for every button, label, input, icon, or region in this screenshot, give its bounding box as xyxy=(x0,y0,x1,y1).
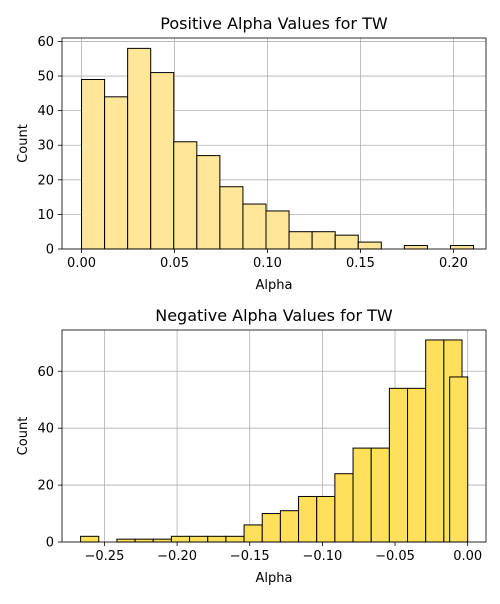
y-tick-label: 50 xyxy=(37,70,54,85)
histogram-bar xyxy=(334,473,354,543)
histogram-bars xyxy=(80,339,469,543)
x-tick-label: 0.15 xyxy=(346,256,375,271)
axes-frame xyxy=(61,37,487,250)
histogram-bar xyxy=(352,447,372,543)
histogram-bar xyxy=(403,245,428,250)
y-tick-label: 40 xyxy=(37,104,54,119)
y-tick-label: 60 xyxy=(37,35,54,50)
histogram-bar xyxy=(196,155,221,250)
histogram-bar xyxy=(219,186,244,250)
histogram-bar xyxy=(104,96,129,250)
x-tick-label: 0.10 xyxy=(253,256,282,271)
y-tick-label: 20 xyxy=(37,479,54,494)
histogram-bar xyxy=(225,535,245,543)
histogram-bar xyxy=(152,538,172,543)
x-tick-label: −0.20 xyxy=(157,549,197,564)
y-axis-label: Count xyxy=(16,417,31,456)
histogram-bar xyxy=(316,495,336,543)
histogram-bar xyxy=(334,234,359,250)
histogram-bar xyxy=(265,210,290,250)
chart-panel-1: 0.00 0.05 0.10 0.15 0.20 0 10 20 30 40 50 60 Positiv… xyxy=(16,14,487,293)
x-axis-label: Alpha xyxy=(256,278,293,293)
histogram-bar xyxy=(173,141,198,250)
histogram-bar xyxy=(279,510,300,543)
x-tick-label: −0.10 xyxy=(302,549,342,564)
x-tick-label: 0.00 xyxy=(453,549,482,564)
x-tick-label: 0.20 xyxy=(439,256,468,271)
histogram-bar xyxy=(388,387,409,543)
histogram-bar xyxy=(242,203,267,250)
x-axis-label: Alpha xyxy=(256,571,293,586)
histogram-bar xyxy=(407,387,427,543)
x-tick-label: 0.00 xyxy=(67,256,96,271)
axes-frame xyxy=(61,329,487,543)
histogram-bar xyxy=(261,513,281,543)
histogram-bar xyxy=(243,524,263,543)
y-tick-label: 0 xyxy=(46,243,54,258)
y-tick-label: 20 xyxy=(37,173,54,188)
histogram-bar xyxy=(189,535,209,543)
histogram-bar xyxy=(357,241,382,250)
y-tick-label: 60 xyxy=(37,365,54,380)
histogram-bar xyxy=(207,535,227,543)
histogram-bar xyxy=(449,245,475,250)
y-axis-label: Count xyxy=(16,124,31,163)
histogram-bar xyxy=(170,535,191,543)
histogram-bar xyxy=(311,231,336,250)
histogram-bar xyxy=(116,538,136,543)
chart-title: Positive Alpha Values for TW xyxy=(160,14,388,33)
y-tick-label: 40 xyxy=(37,422,54,437)
histogram-bars xyxy=(81,47,475,250)
chart-title: Negative Alpha Values for TW xyxy=(155,306,393,325)
chart-panel-2: −0.25 −0.20 −0.15 −0.10 −0.05 0.00 0 20 40 60 Nega… xyxy=(16,306,487,586)
y-tick-label: 30 xyxy=(37,139,54,154)
histogram-bar xyxy=(288,231,313,250)
histogram-bar xyxy=(425,339,445,543)
y-tick-label: 0 xyxy=(46,536,54,551)
histogram-bar xyxy=(298,495,318,543)
histogram-bar xyxy=(134,538,154,543)
x-tick-label: −0.05 xyxy=(375,549,415,564)
y-tick-label: 10 xyxy=(37,208,54,223)
x-tick-label: 0.05 xyxy=(160,256,189,271)
histogram-bar xyxy=(150,72,175,250)
x-tick-label: −0.15 xyxy=(230,549,270,564)
histogram-bar xyxy=(370,447,390,543)
histogram-bar xyxy=(127,47,152,250)
histogram-bar xyxy=(449,376,469,543)
x-tick-label: −0.25 xyxy=(85,549,125,564)
histogram-bar xyxy=(81,79,106,250)
histogram-bar xyxy=(80,535,100,543)
